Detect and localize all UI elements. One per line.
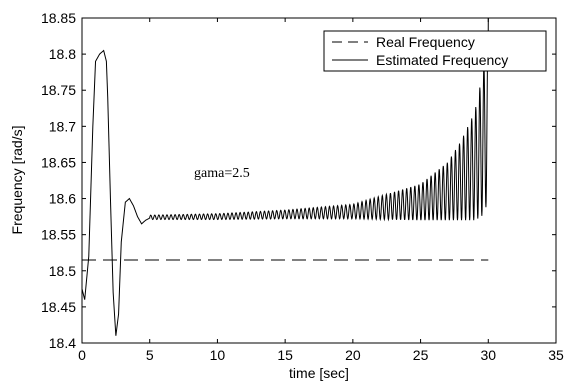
- x-tick-label: 15: [277, 347, 293, 363]
- series-layer: [81, 17, 489, 336]
- y-tick-label: 18.85: [41, 10, 76, 26]
- y-tick-label: 18.65: [41, 154, 76, 170]
- y-axis-ticks: 18.4 18.45 18.5 18.55 18.6 18.65 18.7 18.75 18.8…: [41, 10, 556, 351]
- y-tick-label: 18.75: [41, 82, 76, 98]
- annotation-gamma: gama=2.5: [194, 166, 250, 181]
- x-tick-label: 35: [548, 347, 564, 363]
- x-tick-label: 5: [146, 347, 154, 363]
- x-tick-label: 20: [345, 347, 361, 363]
- legend-label-estimated: Estimated Frequency: [376, 52, 508, 68]
- series-line-estimated-frequency: [81, 17, 489, 336]
- legend: Real Frequency Estimated Frequency: [323, 30, 547, 72]
- x-tick-label: 25: [413, 347, 429, 363]
- y-tick-label: 18.4: [49, 335, 76, 351]
- legend-label-real: Real Frequency: [376, 34, 475, 50]
- legend-box: [323, 30, 547, 72]
- x-tick-label: 0: [78, 347, 86, 363]
- x-axis-ticks: 0 5 10 15 20 25 30 35: [78, 18, 564, 363]
- y-tick-label: 18.5: [49, 263, 76, 279]
- x-tick-label: 30: [480, 347, 496, 363]
- y-tick-label: 18.45: [41, 299, 76, 315]
- y-tick-label: 18.6: [49, 191, 76, 207]
- x-tick-label: 10: [210, 347, 226, 363]
- y-tick-label: 18.8: [49, 46, 76, 62]
- y-axis-title: Frequency [rad/s]: [9, 126, 25, 235]
- y-tick-label: 18.7: [49, 118, 76, 134]
- y-tick-label: 18.55: [41, 227, 76, 243]
- x-axis-title: time [sec]: [289, 365, 349, 381]
